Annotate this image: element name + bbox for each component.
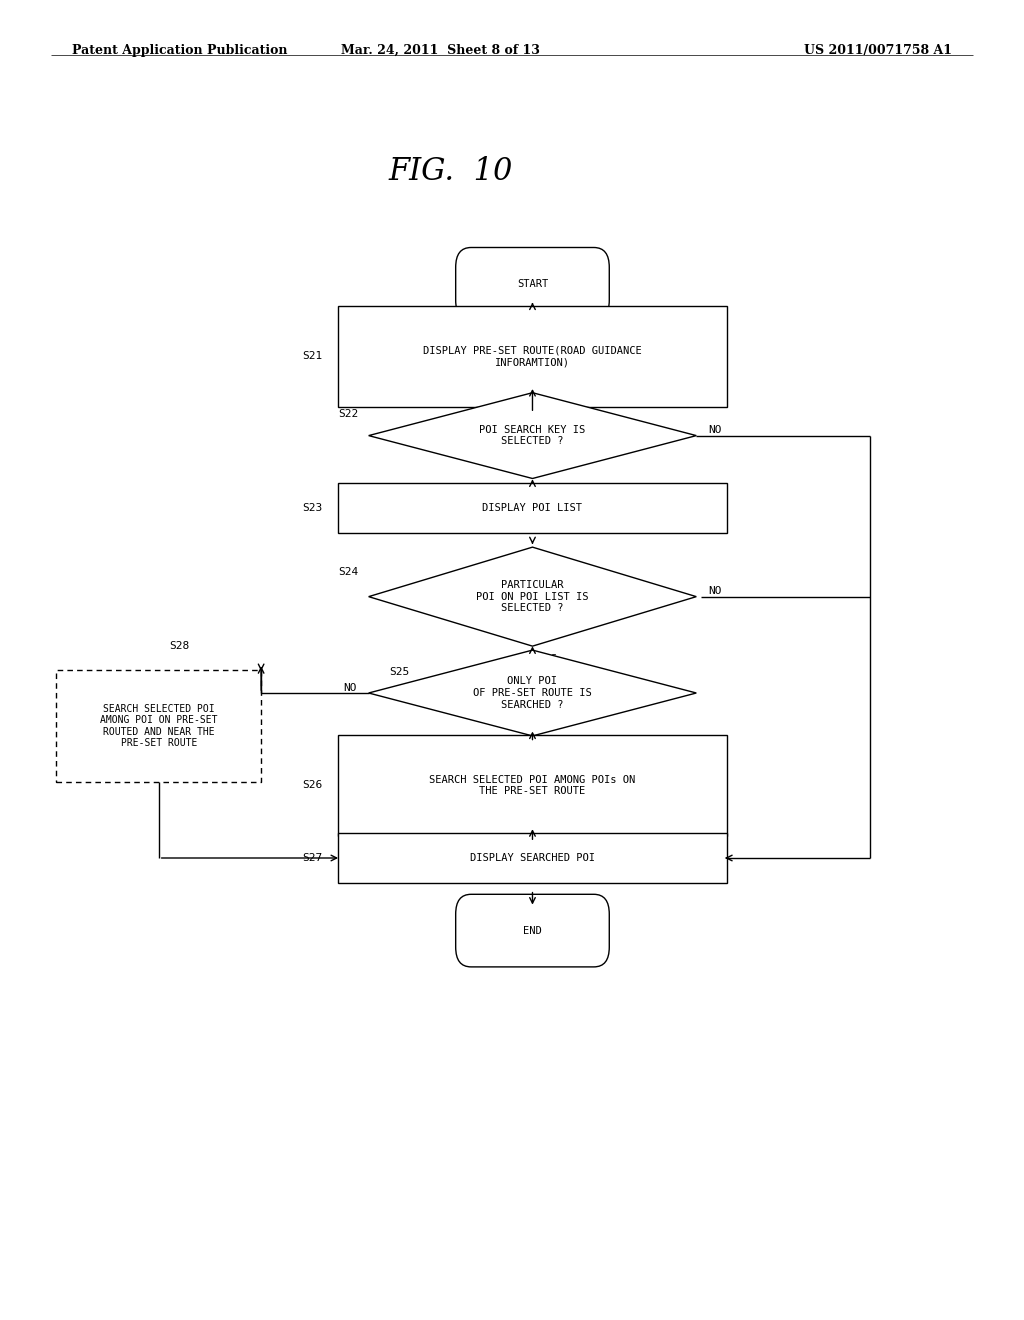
FancyBboxPatch shape (456, 247, 609, 319)
Bar (338, 483, 727, 533)
Text: NO: NO (709, 425, 722, 436)
Text: POI SEARCH KEY IS
SELECTED ?: POI SEARCH KEY IS SELECTED ? (479, 425, 586, 446)
Polygon shape (369, 546, 696, 645)
Text: S25: S25 (389, 667, 410, 677)
Polygon shape (369, 651, 696, 737)
Text: S23: S23 (302, 503, 323, 513)
Bar (338, 306, 727, 407)
Text: YES: YES (538, 486, 558, 496)
Text: S22: S22 (338, 409, 358, 420)
Text: DISPLAY SEARCHED POI: DISPLAY SEARCHED POI (470, 853, 595, 863)
Text: FIG.  10: FIG. 10 (388, 156, 513, 187)
Bar (338, 833, 727, 883)
Text: NO: NO (709, 586, 722, 597)
Text: END: END (523, 925, 542, 936)
FancyBboxPatch shape (456, 895, 609, 966)
Text: PARTICULAR
POI ON POI LIST IS
SELECTED ?: PARTICULAR POI ON POI LIST IS SELECTED ? (476, 579, 589, 614)
Bar (56, 669, 261, 781)
Text: DISPLAY PRE-SET ROUTE(ROAD GUIDANCE
INFORAMTION): DISPLAY PRE-SET ROUTE(ROAD GUIDANCE INFO… (423, 346, 642, 367)
Text: S21: S21 (302, 351, 323, 362)
Text: ONLY POI
OF PRE-SET ROUTE IS
SEARCHED ?: ONLY POI OF PRE-SET ROUTE IS SEARCHED ? (473, 676, 592, 710)
Text: S28: S28 (169, 642, 189, 651)
Text: START: START (517, 279, 548, 289)
Text: Mar. 24, 2011  Sheet 8 of 13: Mar. 24, 2011 Sheet 8 of 13 (341, 44, 540, 57)
Bar (338, 735, 727, 836)
Text: S24: S24 (338, 566, 358, 577)
Text: DISPLAY POI LIST: DISPLAY POI LIST (482, 503, 583, 513)
Text: S27: S27 (302, 853, 323, 863)
Text: S26: S26 (302, 780, 323, 791)
Text: YES: YES (538, 744, 558, 754)
Text: NO: NO (343, 682, 356, 693)
Text: US 2011/0071758 A1: US 2011/0071758 A1 (804, 44, 952, 57)
Text: SEARCH SELECTED POI
AMONG POI ON PRE-SET
ROUTED AND NEAR THE
PRE-SET ROUTE: SEARCH SELECTED POI AMONG POI ON PRE-SET… (100, 704, 217, 748)
Text: SEARCH SELECTED POI AMONG POIs ON
THE PRE-SET ROUTE: SEARCH SELECTED POI AMONG POIs ON THE PR… (429, 775, 636, 796)
Text: Patent Application Publication: Patent Application Publication (72, 44, 287, 57)
Text: YES: YES (538, 653, 558, 664)
Polygon shape (369, 393, 696, 478)
